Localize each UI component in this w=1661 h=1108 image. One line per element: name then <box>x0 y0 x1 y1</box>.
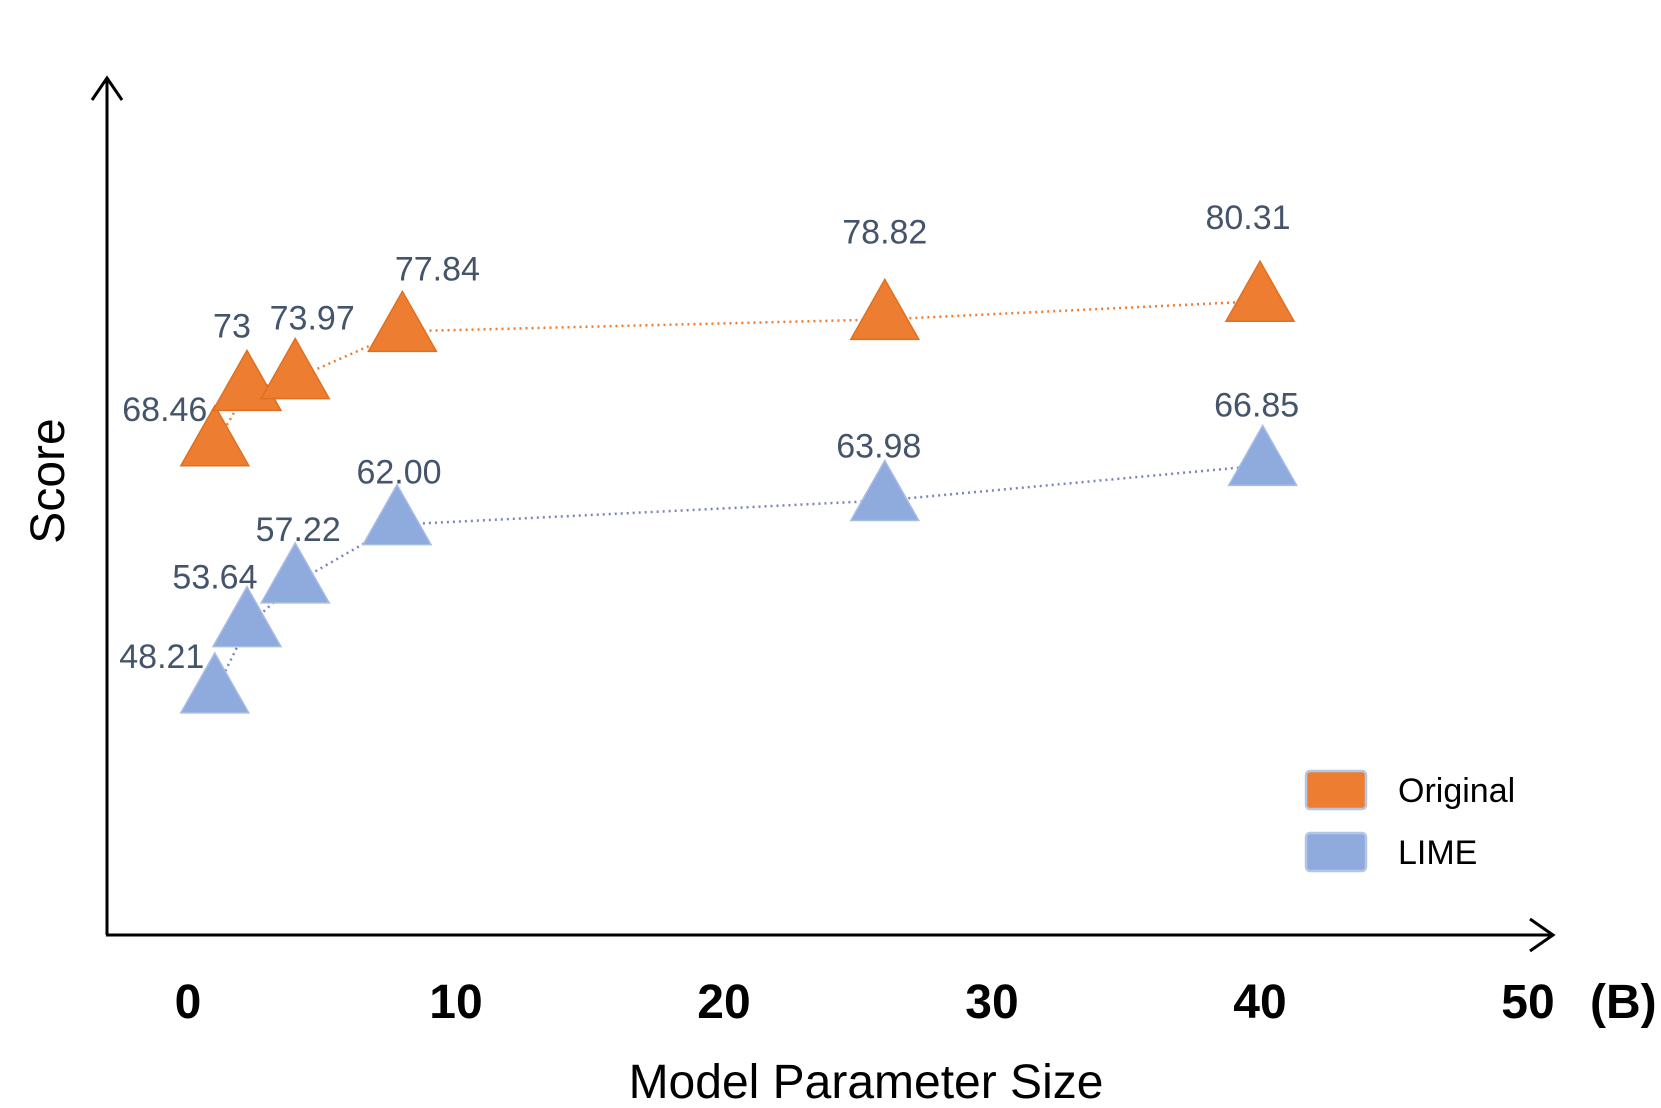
series-layer: 68.46 73 73.97 77.84 78.82 80.31 48.21 53.64 57.… <box>119 199 1299 714</box>
data-point <box>211 585 283 648</box>
data-label: 68.46 <box>122 391 207 429</box>
x-axis-title: Model Parameter Size <box>629 1056 1104 1108</box>
legend-label: LIME <box>1398 834 1477 872</box>
y-axis-title: Score <box>22 418 75 543</box>
data-label: 73 <box>213 307 251 345</box>
data-label: 62.00 <box>356 454 441 492</box>
data-point <box>1224 259 1296 322</box>
x-tick-label: 50 <box>1501 976 1554 1029</box>
x-tick-label: 20 <box>697 976 750 1029</box>
series-lime: 48.21 53.64 57.22 62.00 63.98 66.85 <box>119 386 1299 714</box>
data-point <box>361 483 433 546</box>
data-label: 63.98 <box>836 427 921 465</box>
data-label: 48.21 <box>119 638 204 676</box>
data-point <box>179 651 251 714</box>
x-tick-label: 10 <box>429 976 482 1029</box>
data-label: 53.64 <box>172 559 257 597</box>
data-label: 57.22 <box>256 511 341 549</box>
x-tick-label: 40 <box>1233 976 1286 1029</box>
series-line <box>213 464 1263 694</box>
legend: Original LIME <box>1304 769 1515 873</box>
data-point <box>1227 423 1298 487</box>
x-tick-label: 30 <box>965 976 1018 1029</box>
x-tick-label: 0 <box>175 976 202 1029</box>
data-point <box>849 277 921 341</box>
legend-swatch <box>1304 769 1368 811</box>
legend-swatch <box>1304 831 1368 873</box>
axes <box>90 75 1556 953</box>
data-point <box>849 458 921 522</box>
data-label: 80.31 <box>1205 199 1290 237</box>
x-unit-label: (B) <box>1590 976 1657 1029</box>
legend-label: Original <box>1398 772 1515 810</box>
data-point <box>367 289 438 353</box>
data-label: 73.97 <box>270 300 355 338</box>
y-axis-arrow <box>90 75 124 101</box>
data-label: 66.85 <box>1214 386 1299 424</box>
data-point <box>259 541 331 604</box>
series-line <box>213 299 1261 447</box>
x-tick-labels: 0 10 20 30 40 50 <box>175 976 1555 1029</box>
data-label: 78.82 <box>842 213 927 251</box>
series-original: 68.46 73 73.97 77.84 78.82 80.31 <box>122 199 1296 467</box>
data-point <box>179 404 251 467</box>
x-axis-arrow <box>1529 917 1556 953</box>
data-label: 77.84 <box>395 250 480 288</box>
data-point <box>259 337 331 400</box>
